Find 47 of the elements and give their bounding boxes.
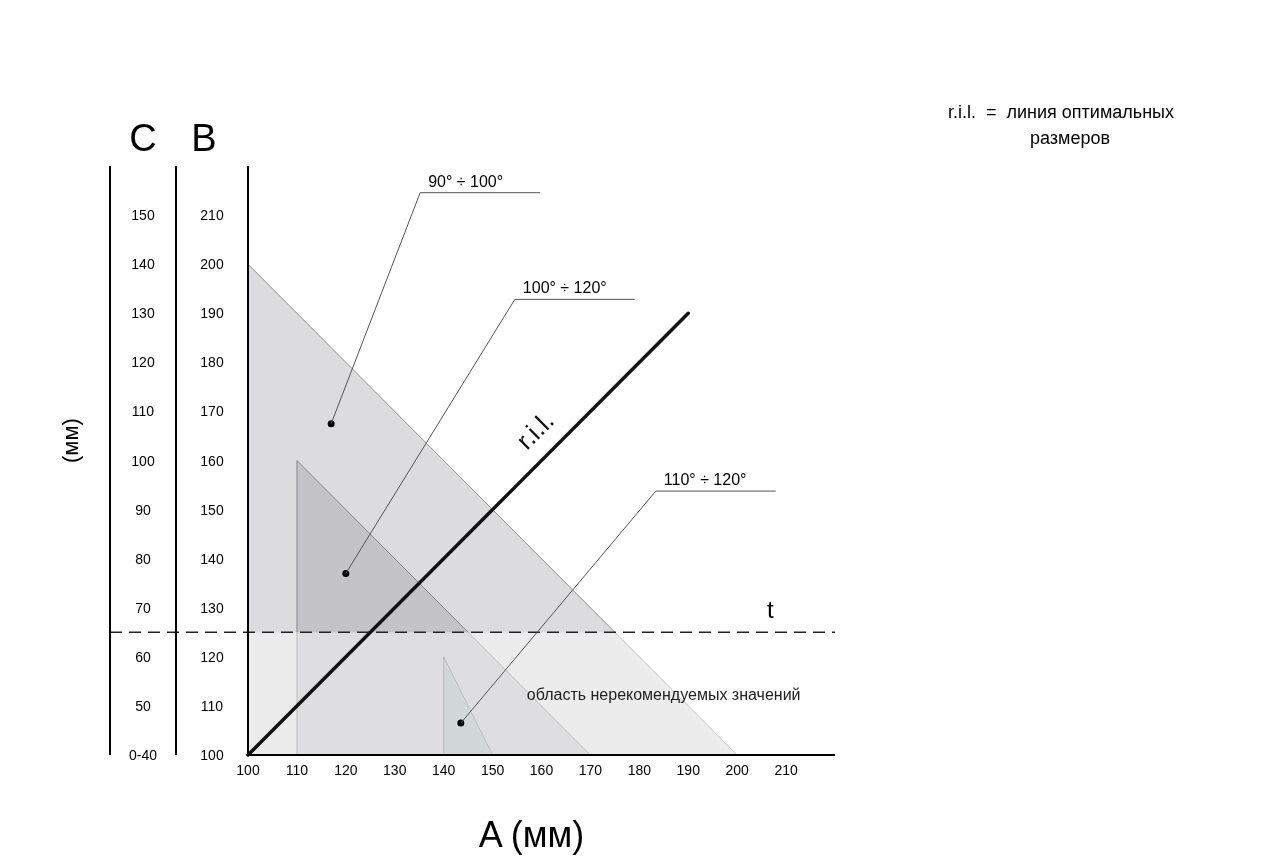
y-tick-label: 110 bbox=[200, 697, 224, 714]
x-tick-label: 140 bbox=[431, 762, 456, 778]
y2-tick-label: 50 bbox=[135, 697, 151, 714]
y2-tick-label: 60 bbox=[135, 648, 151, 665]
y2-tick-label: 130 bbox=[131, 305, 155, 322]
annotation: 90° ÷ 100° bbox=[428, 172, 504, 190]
y-tick-label: 160 bbox=[200, 452, 224, 469]
y-tick-label: 140 bbox=[200, 550, 224, 567]
y-axis-title: B bbox=[191, 117, 217, 159]
y-tick-label: 210 bbox=[200, 207, 224, 224]
text: r.i.l. bbox=[510, 405, 560, 456]
x-axis-title: A (мм) bbox=[478, 814, 585, 855]
y-tick-label: 150 bbox=[200, 501, 224, 518]
y-tick-label: 130 bbox=[200, 599, 224, 616]
text: r.i.l. = линия оптимальных размеров bbox=[948, 102, 1175, 148]
ref-line-label: t bbox=[766, 596, 774, 624]
text: (мм) bbox=[58, 418, 83, 463]
x-tick-label: 210 bbox=[774, 762, 798, 778]
x-tick-label: 130 bbox=[383, 762, 407, 778]
y2-tick-label: 70 bbox=[135, 599, 151, 616]
y2-tick-label: 90 bbox=[135, 501, 151, 518]
annotation: 100° ÷ 120° bbox=[522, 279, 607, 297]
y-tick-label: 170 bbox=[200, 403, 224, 420]
y2-tick-label: 140 bbox=[131, 256, 155, 273]
y2-tick-label: 0-40 bbox=[128, 747, 158, 763]
y2-tick-label: 150 bbox=[131, 207, 155, 224]
x-tick-label: 160 bbox=[529, 762, 554, 778]
y2-tick-label: 100 bbox=[131, 452, 155, 469]
band-label: область нерекомендуемых значений bbox=[526, 685, 801, 703]
y-tick-label: 120 bbox=[200, 648, 224, 665]
y2-axis-title: C bbox=[129, 117, 157, 159]
x-tick-label: 180 bbox=[627, 762, 652, 778]
y2-tick-label: 80 bbox=[135, 550, 151, 567]
y2-tick-label: 120 bbox=[131, 354, 155, 371]
y-tick-label: 100 bbox=[200, 747, 224, 763]
y-tick-label: 190 bbox=[200, 305, 224, 322]
x-tick-label: 110 bbox=[285, 762, 309, 778]
x-tick-label: 170 bbox=[578, 762, 603, 778]
x-tick-label: 100 bbox=[236, 762, 260, 778]
y-tick-label: 180 bbox=[200, 354, 224, 371]
x-tick-label: 150 bbox=[480, 762, 505, 778]
y2-tick-label: 110 bbox=[131, 403, 155, 420]
x-tick-label: 120 bbox=[334, 762, 358, 778]
x-tick-label: 200 bbox=[725, 762, 750, 778]
x-tick-label: 190 bbox=[676, 762, 701, 778]
y-tick-label: 200 bbox=[200, 256, 224, 273]
annotation: 110° ÷ 120° bbox=[663, 471, 747, 489]
